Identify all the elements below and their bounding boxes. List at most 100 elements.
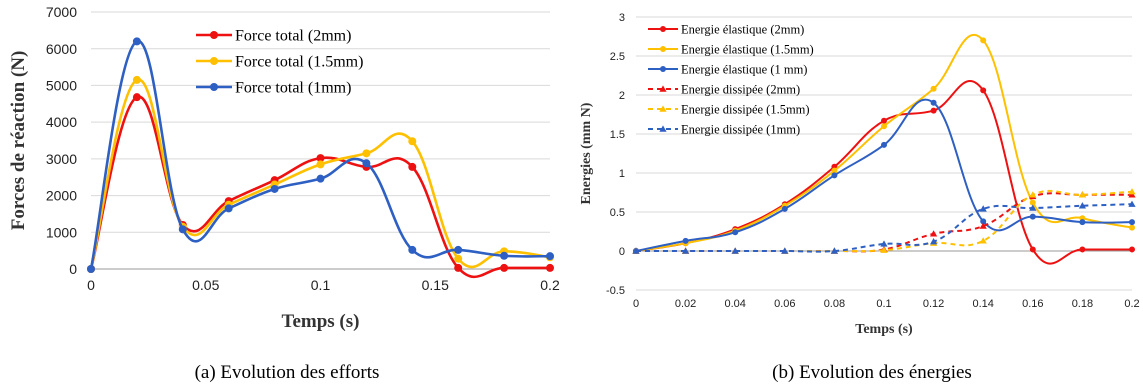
data-point: [1129, 224, 1135, 231]
y-tick-label: 7000: [46, 4, 77, 20]
data-point: [546, 263, 554, 272]
legend-marker: [210, 31, 218, 39]
legend-label: Force total (2mm): [235, 28, 351, 45]
data-point: [930, 107, 937, 114]
legend-label: Force total (1.5mm): [235, 54, 363, 71]
data-point: [362, 159, 371, 168]
data-point: [682, 237, 689, 244]
data-point: [408, 162, 417, 171]
data-point: [178, 225, 187, 234]
y-tick-label: 1000: [46, 224, 77, 240]
x-tick-label: 0.2: [1124, 298, 1139, 310]
data-point: [454, 254, 463, 263]
x-tick-label: 0.05: [192, 277, 219, 293]
y-tick-label: 1.5: [610, 129, 625, 141]
data-point: [1129, 219, 1135, 226]
x-tick-label: 0: [633, 298, 639, 310]
x-tick-label: 0.2: [540, 277, 560, 293]
data-point: [1029, 213, 1036, 220]
data-point: [1128, 200, 1136, 207]
data-point: [831, 167, 838, 174]
data-point: [979, 205, 987, 212]
data-point: [881, 141, 887, 148]
data-point: [1029, 191, 1037, 198]
x-tick-label: 0.08: [824, 298, 845, 310]
y-tick-label: 0: [619, 246, 625, 258]
y-axis-label: Forces de réaction (N): [8, 51, 29, 231]
data-point: [1078, 202, 1086, 209]
y-tick-label: 5000: [46, 77, 77, 93]
data-point: [316, 174, 325, 183]
legend-marker: [210, 57, 218, 65]
data-point: [781, 205, 788, 212]
data-point: [132, 37, 141, 46]
data-point: [500, 251, 509, 260]
x-tick-label: 0.1: [311, 277, 331, 293]
y-tick-label: -0.5: [606, 285, 625, 297]
legend-marker: [210, 83, 218, 91]
y-tick-label: 2: [619, 90, 625, 102]
legend-marker: [660, 66, 666, 72]
y-tick-label: 4000: [46, 114, 77, 130]
x-tick-label: 0.16: [1022, 298, 1043, 310]
data-point: [632, 247, 640, 254]
legend-marker: [659, 105, 667, 112]
x-tick-label: 0.04: [724, 298, 745, 310]
data-point: [1078, 191, 1086, 198]
x-tick-label: 0.02: [675, 298, 696, 310]
data-point: [1079, 246, 1086, 253]
data-point: [1029, 204, 1037, 211]
legend-marker: [659, 85, 667, 92]
y-tick-label: 2.5: [610, 51, 625, 63]
series-line: [89, 78, 551, 270]
legend-label: Energie élastique (1 mm): [681, 62, 807, 76]
data-point: [132, 75, 141, 84]
y-tick-label: 1: [619, 168, 625, 180]
data-point: [881, 117, 887, 124]
data-point: [831, 172, 838, 179]
data-point: [930, 99, 937, 106]
data-point: [1029, 199, 1036, 206]
legend-label: Energie dissipée (2mm): [681, 82, 800, 96]
data-point: [408, 245, 417, 254]
x-tick-label: 0.18: [1072, 298, 1093, 310]
data-point: [682, 247, 690, 254]
data-point: [930, 238, 938, 245]
series-line: [636, 203, 1133, 253]
x-tick-label: 0.14: [972, 298, 993, 310]
x-axis-label: Temps (s): [282, 311, 360, 332]
legend-label: Energie élastique (1.5mm): [681, 42, 814, 56]
data-point: [454, 263, 463, 272]
chart-energies: -0.5 0 0.5 1 1.5 2 2.5 3 0 0.02 0.04 0.06 0.08 0.1 0.1…: [579, 12, 1140, 383]
data-point: [1079, 219, 1086, 226]
data-point: [1129, 246, 1135, 253]
data-point: [1029, 246, 1036, 253]
legend-marker: [659, 125, 667, 132]
legend-marker: [660, 26, 666, 32]
data-point: [316, 160, 325, 169]
y-tick-label: 3: [619, 12, 625, 24]
data-point: [980, 87, 987, 94]
y-tick-label: 0: [69, 261, 77, 277]
data-point: [930, 230, 938, 237]
y-axis-label: Energies (mm N): [579, 102, 594, 204]
data-point: [980, 218, 987, 225]
data-point: [270, 184, 279, 193]
legend-marker: [660, 46, 666, 52]
data-point: [500, 263, 509, 272]
legend-label: Energie élastique (2mm): [681, 22, 804, 36]
series-line: [635, 80, 1132, 265]
data-point: [732, 229, 739, 236]
x-axis-label: Temps (s): [855, 322, 913, 337]
data-point: [224, 204, 233, 213]
data-point: [881, 123, 887, 130]
data-point: [980, 37, 987, 44]
y-tick-label: 6000: [46, 41, 77, 57]
data-point: [362, 149, 371, 158]
data-point: [830, 247, 838, 254]
y-tick-label: 2000: [46, 188, 77, 204]
chart-caption: (b) Evolution des énergies: [772, 362, 972, 383]
data-point: [546, 252, 554, 261]
x-tick-label: 0.12: [923, 298, 944, 310]
